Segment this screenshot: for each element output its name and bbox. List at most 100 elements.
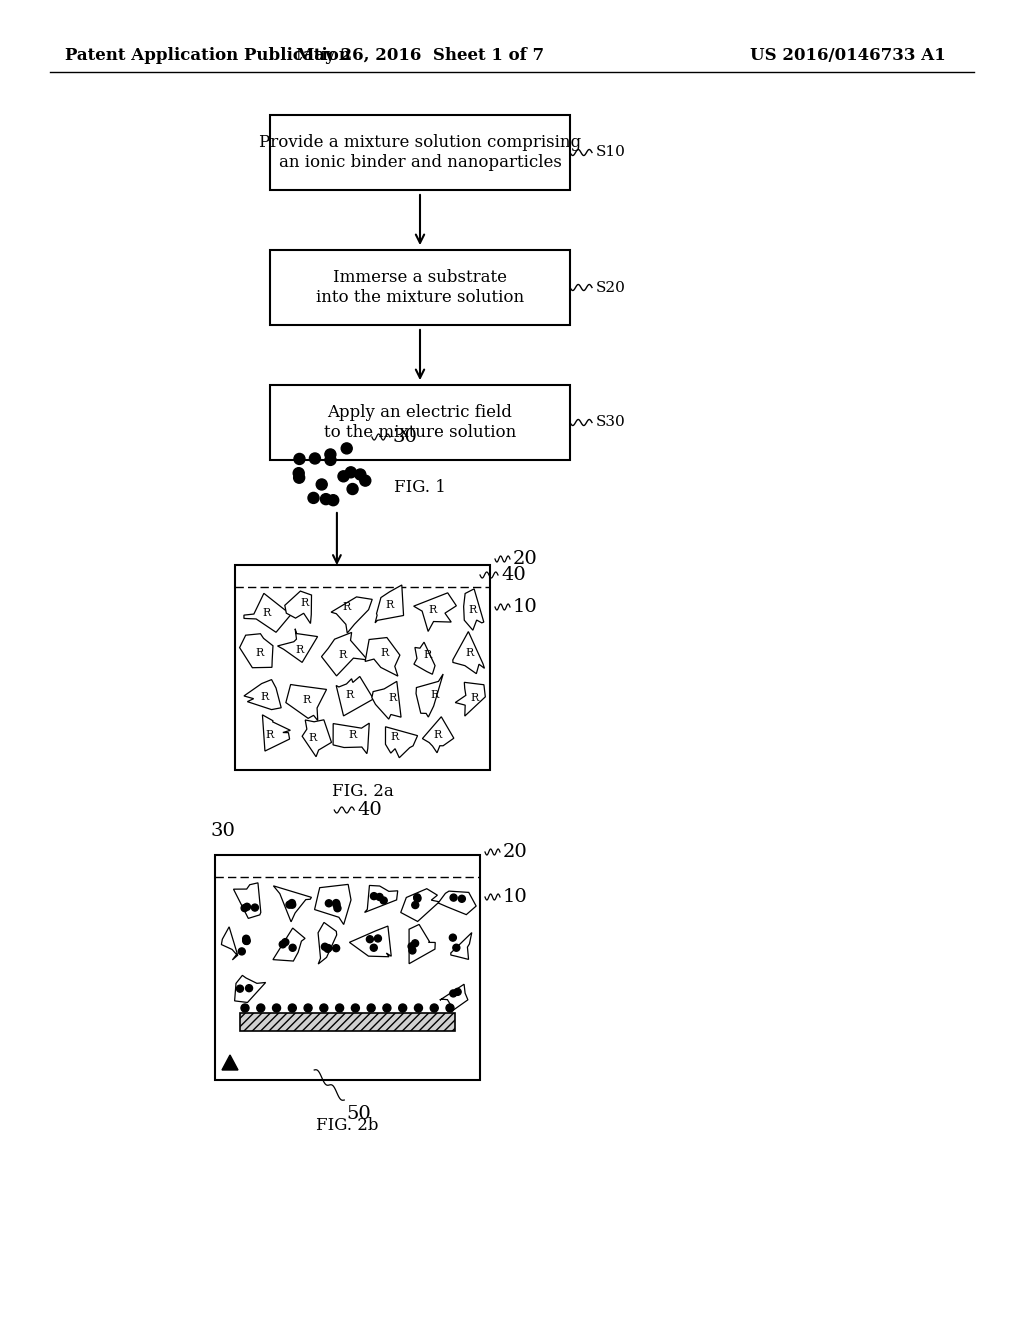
Polygon shape	[366, 638, 400, 676]
Circle shape	[246, 985, 253, 991]
Text: Patent Application Publication: Patent Application Publication	[65, 46, 351, 63]
Text: R: R	[266, 730, 274, 741]
Polygon shape	[273, 928, 305, 961]
Circle shape	[237, 985, 244, 993]
Circle shape	[450, 935, 457, 941]
Polygon shape	[221, 927, 238, 960]
Text: R: R	[386, 601, 394, 610]
Circle shape	[347, 483, 358, 495]
Polygon shape	[302, 719, 332, 756]
Text: R: R	[303, 696, 311, 705]
Circle shape	[367, 936, 374, 942]
Circle shape	[289, 1005, 296, 1012]
Polygon shape	[375, 585, 403, 623]
Text: R: R	[349, 730, 357, 741]
Polygon shape	[318, 923, 337, 964]
Circle shape	[333, 902, 340, 908]
Polygon shape	[233, 883, 261, 919]
Bar	[215, 855, 480, 1080]
Circle shape	[272, 1005, 281, 1012]
Text: FIG. 2b: FIG. 2b	[316, 1117, 379, 1134]
Bar	[240, 1012, 455, 1031]
Circle shape	[375, 935, 381, 942]
Polygon shape	[385, 727, 418, 758]
Circle shape	[319, 1005, 328, 1012]
Polygon shape	[365, 886, 397, 912]
Polygon shape	[333, 723, 370, 754]
Polygon shape	[244, 680, 282, 710]
Text: R: R	[429, 605, 437, 615]
Text: 40: 40	[501, 566, 525, 583]
Polygon shape	[438, 891, 476, 915]
Text: R: R	[424, 649, 432, 660]
Circle shape	[333, 899, 340, 907]
Text: R: R	[263, 609, 271, 618]
Text: R: R	[339, 649, 347, 660]
Circle shape	[345, 467, 356, 478]
Polygon shape	[262, 715, 291, 751]
Text: R: R	[296, 645, 304, 655]
Text: R: R	[346, 690, 354, 700]
Polygon shape	[331, 597, 372, 634]
Text: FIG. 1: FIG. 1	[394, 479, 445, 496]
Circle shape	[414, 894, 421, 900]
Circle shape	[409, 946, 416, 954]
Text: 30: 30	[393, 428, 418, 446]
Text: R: R	[261, 692, 269, 702]
Polygon shape	[422, 717, 454, 752]
Circle shape	[414, 895, 421, 902]
Circle shape	[398, 1005, 407, 1012]
Text: R: R	[381, 648, 389, 657]
Polygon shape	[451, 933, 472, 960]
Polygon shape	[285, 591, 311, 623]
Circle shape	[376, 894, 383, 900]
Polygon shape	[314, 884, 351, 924]
Text: US 2016/0146733 A1: US 2016/0146733 A1	[750, 46, 946, 63]
Circle shape	[316, 479, 328, 490]
Text: 30: 30	[210, 822, 234, 840]
Circle shape	[454, 989, 461, 995]
Polygon shape	[440, 985, 468, 1010]
Circle shape	[336, 1005, 344, 1012]
Polygon shape	[244, 594, 291, 632]
Circle shape	[309, 453, 321, 463]
Text: 20: 20	[513, 550, 538, 568]
Circle shape	[446, 1005, 454, 1012]
Circle shape	[334, 904, 341, 912]
Text: 10: 10	[503, 888, 527, 906]
Circle shape	[368, 1005, 375, 1012]
Polygon shape	[414, 593, 457, 631]
Circle shape	[322, 944, 329, 950]
Circle shape	[383, 1005, 391, 1012]
Text: S10: S10	[596, 145, 626, 160]
Text: R: R	[431, 690, 439, 700]
Text: FIG. 2a: FIG. 2a	[332, 784, 393, 800]
Polygon shape	[453, 631, 484, 673]
Polygon shape	[234, 975, 265, 1002]
Text: R: R	[391, 733, 399, 742]
Text: S20: S20	[596, 281, 626, 294]
Circle shape	[241, 904, 248, 912]
Circle shape	[380, 898, 387, 904]
Circle shape	[351, 1005, 359, 1012]
Text: R: R	[471, 693, 479, 704]
Polygon shape	[409, 924, 435, 964]
Circle shape	[282, 939, 289, 945]
Circle shape	[304, 1005, 312, 1012]
Text: R: R	[343, 602, 351, 612]
Polygon shape	[278, 628, 317, 663]
Circle shape	[371, 944, 377, 952]
Circle shape	[328, 495, 339, 506]
Circle shape	[243, 937, 250, 945]
Text: S30: S30	[596, 416, 626, 429]
Text: Provide a mixture solution comprising
an ionic binder and nanoparticles: Provide a mixture solution comprising an…	[259, 135, 581, 170]
Text: R: R	[434, 730, 442, 741]
Circle shape	[289, 899, 295, 907]
Circle shape	[326, 900, 333, 907]
Polygon shape	[240, 634, 273, 668]
Circle shape	[341, 444, 352, 454]
Circle shape	[409, 942, 415, 950]
Polygon shape	[222, 1055, 238, 1071]
Circle shape	[359, 475, 371, 486]
Polygon shape	[456, 682, 485, 715]
